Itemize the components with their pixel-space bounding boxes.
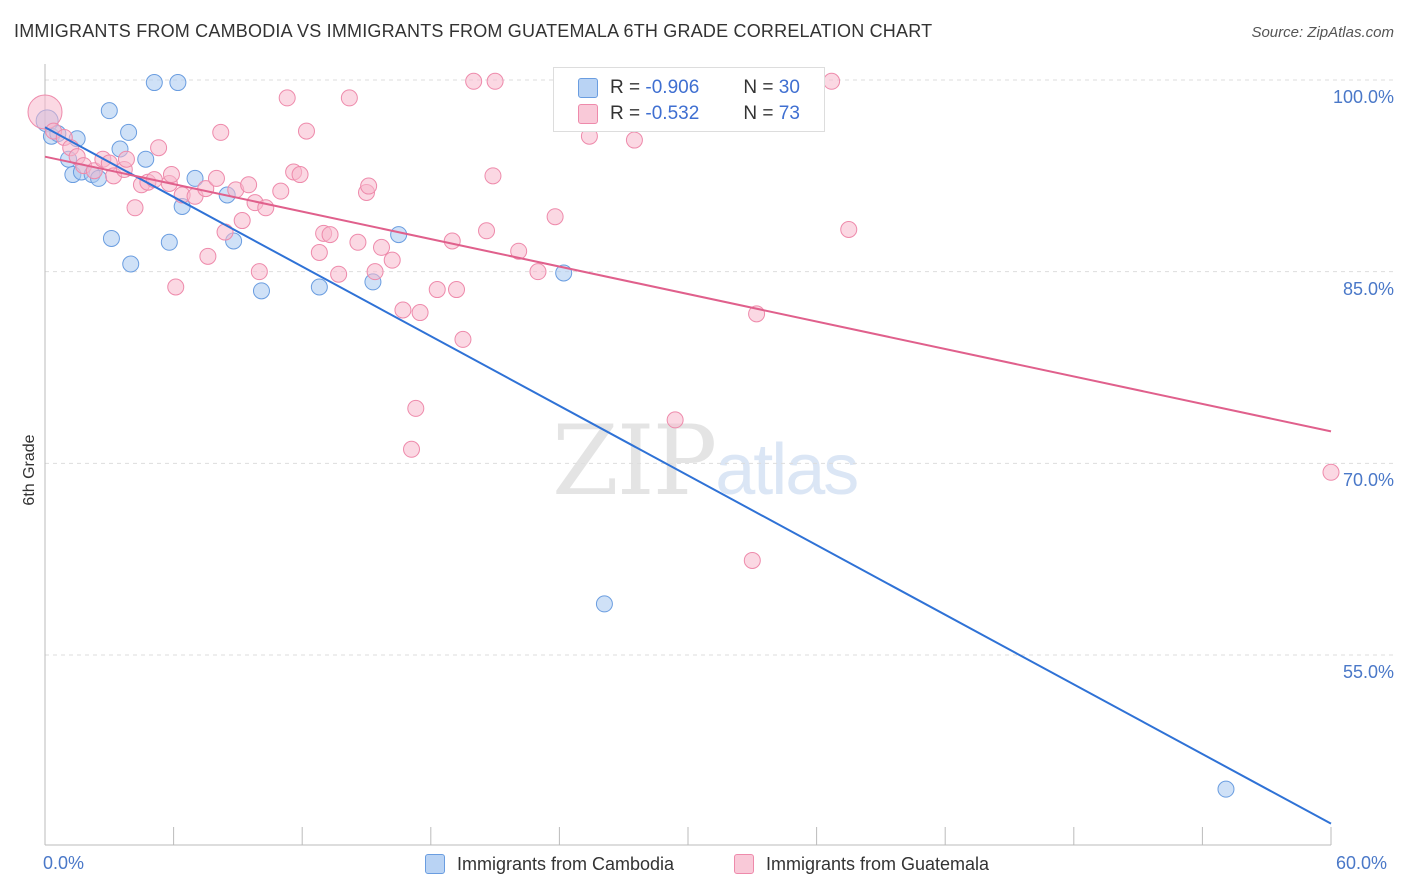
n-value: 30 (778, 77, 800, 98)
watermark-zip: ZIP (552, 405, 717, 517)
guatemala-point (150, 139, 168, 157)
cambodia-point (122, 255, 140, 273)
legend-row-cambodia: R = -0.906 N = 30 (578, 76, 800, 100)
cambodia-swatch (578, 78, 598, 98)
guatemala-point (546, 208, 564, 226)
guatemala-point (529, 263, 547, 281)
guatemala-point (823, 72, 841, 90)
guatemala-trend-line (44, 155, 1332, 433)
guatemala-point (478, 222, 496, 240)
guatemala-point (212, 123, 230, 141)
cambodia-trend-line (44, 126, 1332, 825)
guatemala-point (394, 301, 412, 319)
guatemala-point (383, 251, 401, 269)
cambodia-point (100, 102, 118, 120)
cambodia-point (145, 74, 163, 92)
guatemala-point (666, 411, 684, 429)
guatemala-point (330, 265, 348, 283)
n-label: N = (743, 103, 774, 124)
y-axis-label: 6th Grade (21, 434, 38, 506)
guatemala-point (443, 232, 461, 250)
correlation-legend: R = -0.906 N = 30 R = -0.532 N = 73 (553, 67, 825, 132)
guatemala-point (207, 169, 225, 187)
guatemala-point (216, 223, 234, 241)
guatemala-point (366, 263, 384, 281)
legend-row-guatemala: R = -0.532 N = 73 (578, 102, 800, 126)
guatemala-point (840, 221, 858, 238)
guatemala-point (403, 440, 421, 458)
guatemala-point (465, 72, 483, 90)
guatemala-point (117, 150, 135, 168)
cambodia-point (186, 169, 204, 187)
guatemala-swatch (578, 104, 598, 124)
guatemala-point (126, 199, 144, 217)
guatemala-point (297, 122, 315, 140)
guatemala-point (162, 166, 180, 184)
guatemala-point (454, 330, 472, 348)
guatemala-point (486, 72, 504, 90)
r-label: R = (610, 77, 641, 98)
guatemala-point (407, 399, 425, 417)
guatemala-legend-swatch (734, 854, 754, 874)
guatemala-point (278, 89, 296, 107)
n-value: 73 (778, 103, 800, 124)
x-tick-max: 60.0% (1336, 853, 1388, 873)
chart-title: IMMIGRANTS FROM CAMBODIA VS IMMIGRANTS F… (14, 21, 933, 41)
guatemala-point (428, 281, 446, 299)
guatemala-point (360, 177, 378, 195)
guatemala-point (291, 166, 309, 184)
guatemala-point (484, 167, 502, 185)
watermark: ZIPatlas (552, 405, 859, 517)
cambodia-point (102, 229, 120, 247)
y-tick-label: 70.0% (1342, 470, 1394, 491)
cambodia-point (120, 123, 138, 141)
y-tick-label: 85.0% (1342, 278, 1394, 299)
guatemala-point (167, 278, 185, 296)
guatemala-point (510, 242, 528, 260)
guatemala-point (310, 244, 328, 261)
guatemala-point (233, 212, 251, 230)
y-tick-label: 100.0% (1332, 87, 1394, 107)
x-tick-min: 0.0% (43, 853, 85, 873)
r-value: -0.906 (645, 77, 700, 98)
guatemala-point (743, 551, 761, 569)
guatemala-point (272, 182, 290, 200)
watermark-atlas: atlas (715, 430, 859, 510)
cambodia-point (137, 150, 155, 168)
chart-source: Source: ZipAtlas.com (1251, 24, 1394, 41)
cambodia-point (252, 282, 270, 300)
guatemala-point (373, 238, 391, 256)
n-label: N = (743, 77, 774, 98)
legend-item-guatemala: Immigrants from Guatemala (734, 852, 989, 876)
guatemala-point (321, 226, 339, 244)
cambodia-point (1217, 780, 1235, 798)
guatemala-point (411, 304, 429, 322)
legend-label-guatemala: Immigrants from Guatemala (766, 853, 990, 874)
legend-item-cambodia: Immigrants from Cambodia (425, 852, 674, 876)
r-label: R = (610, 103, 641, 124)
guatemala-point (625, 131, 643, 149)
cambodia-point (169, 74, 187, 92)
guatemala-point (27, 94, 63, 130)
guatemala-point (340, 89, 358, 107)
guatemala-point (1322, 463, 1340, 481)
y-tick-label: 55.0% (1342, 662, 1394, 682)
cambodia-point (310, 278, 328, 296)
cambodia-point (390, 226, 408, 244)
guatemala-point (250, 263, 268, 281)
guatemala-point (240, 176, 258, 194)
legend-label-cambodia: Immigrants from Cambodia (457, 853, 675, 874)
guatemala-point (448, 281, 466, 299)
r-value: -0.532 (645, 103, 700, 124)
guatemala-point (199, 247, 217, 265)
guatemala-point (349, 233, 367, 251)
cambodia-point (595, 595, 613, 613)
cambodia-point (160, 233, 178, 251)
cambodia-legend-swatch (425, 854, 445, 874)
